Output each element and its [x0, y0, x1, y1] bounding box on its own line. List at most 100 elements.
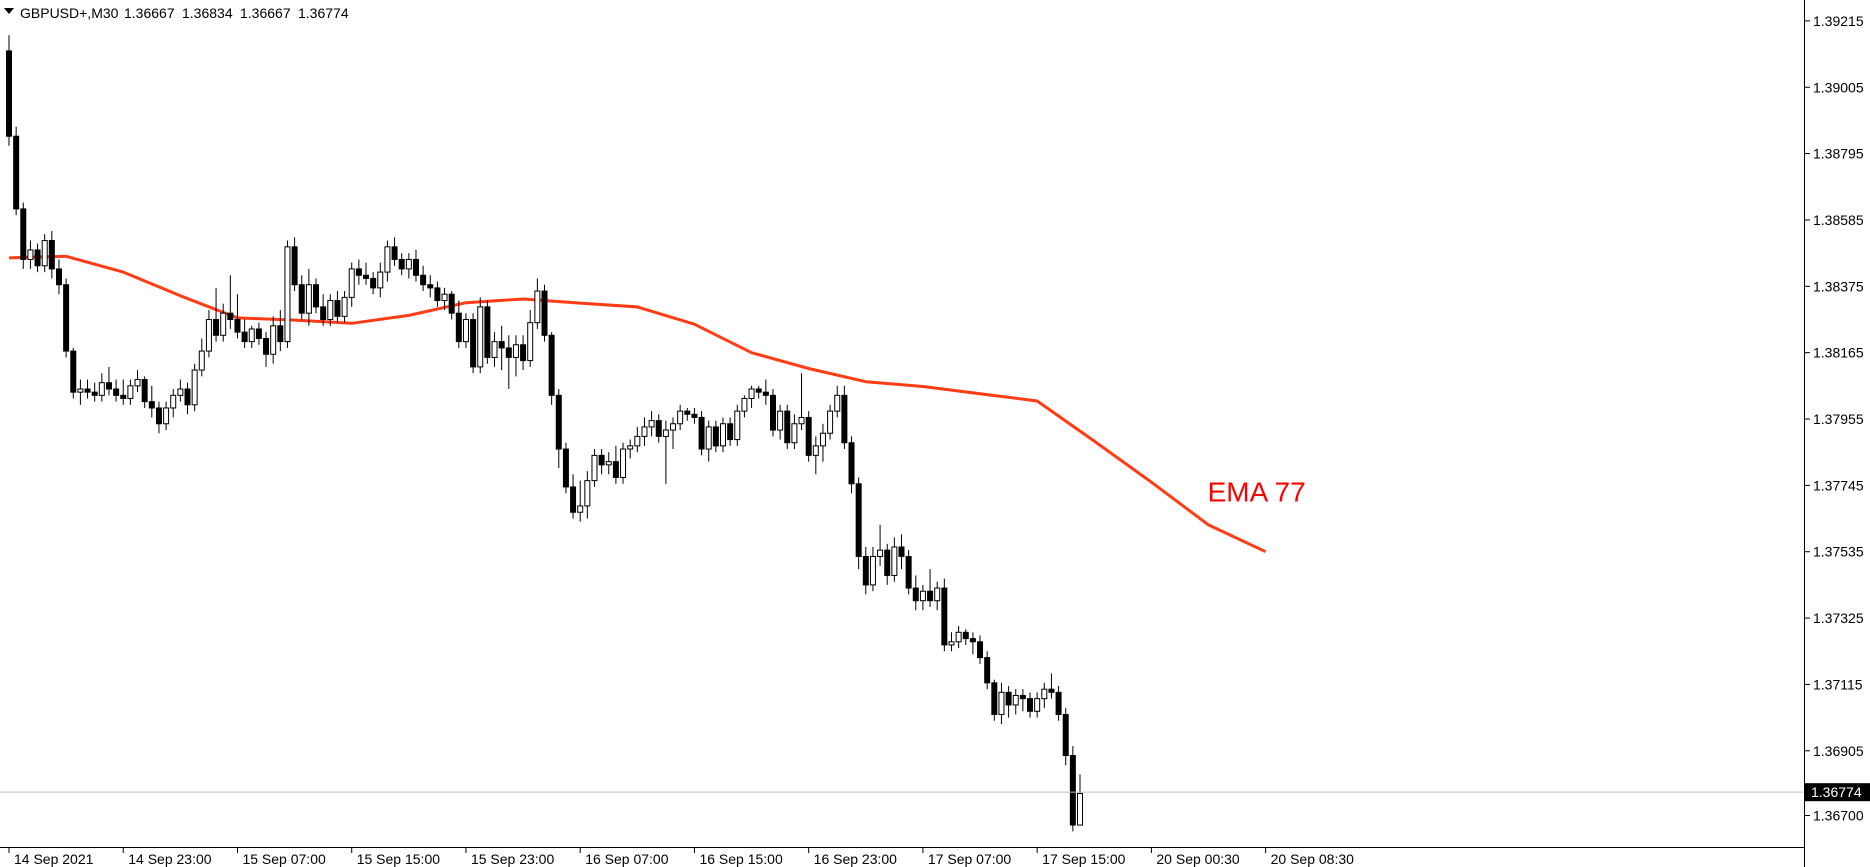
bull-candle-body [1077, 792, 1083, 826]
candle [1055, 686, 1062, 721]
bear-candle-body [91, 391, 98, 396]
candle [91, 382, 98, 402]
bear-candle-body [520, 344, 527, 362]
bull-candle-body [734, 410, 741, 441]
bear-candle-body [313, 284, 320, 308]
ema-layer: EMA 77 [8, 254, 1306, 554]
bear-candle-body [363, 274, 369, 279]
candle [191, 363, 198, 412]
time-tick-label: 14 Sep 2021 [14, 851, 94, 867]
candle [1012, 689, 1019, 715]
candle [941, 578, 948, 652]
bear-candle-body [277, 325, 284, 343]
candle [555, 389, 562, 468]
candle [441, 287, 448, 311]
bull-candle-body [205, 318, 212, 352]
bear-candle-body [434, 287, 441, 302]
bear-candle-body [898, 546, 905, 557]
bull-candle-body [605, 461, 612, 466]
time-axis[interactable]: 14 Sep 2021 14 Sep 23:00 15 Sep 07:00 15 Se… [8, 848, 1354, 867]
bull-candle-body [534, 290, 541, 324]
candle [712, 420, 719, 453]
bull-candle-body [948, 641, 955, 646]
price-axis[interactable]: 1.39215 1.39005 1.38795 1.38585 1.38375 1.381… [1805, 13, 1870, 824]
bear-candle-body [55, 268, 62, 286]
time-tick-label: 20 Sep 00:30 [1156, 851, 1240, 867]
candle [270, 316, 277, 364]
bull-candle-body [634, 435, 641, 447]
dropdown-triangle-icon[interactable] [4, 8, 14, 14]
bull-candle-body [127, 385, 134, 399]
bull-candle-body [577, 505, 584, 513]
candle [991, 679, 998, 721]
bull-candle-body [477, 306, 484, 368]
candle [462, 313, 469, 348]
bull-candle-body [812, 445, 819, 456]
candle [591, 449, 598, 487]
bear-candle-body [427, 284, 434, 289]
candle [620, 442, 627, 484]
candle [427, 275, 434, 298]
bear-candle-body [612, 461, 619, 478]
candle [520, 335, 527, 371]
price-tick-label: 1.37325 [1813, 610, 1864, 626]
bear-candle-body [769, 394, 776, 431]
candle [334, 291, 341, 323]
bear-candle-body [241, 331, 248, 343]
candle [677, 404, 684, 431]
candle [1005, 686, 1012, 718]
candle [998, 682, 1005, 724]
bull-candle-body [198, 350, 205, 371]
candle [541, 284, 548, 342]
bear-candle-body [991, 682, 998, 715]
ema-77-label: EMA 77 [1208, 477, 1306, 508]
bear-candle-body [855, 483, 862, 557]
candle [1069, 746, 1076, 832]
candle [691, 407, 698, 424]
bear-candle-body [912, 587, 919, 602]
chart-header: GBPUSD+,M30 1.36667 1.36834 1.36667 1.36… [4, 5, 349, 21]
bull-candle-body [270, 325, 277, 355]
bear-candle-body [455, 312, 462, 343]
price-tick-label: 1.37115 [1813, 676, 1863, 692]
bull-candle-body [627, 445, 634, 450]
candle [320, 294, 327, 326]
candle [1019, 689, 1026, 712]
price-tick-label: 1.38795 [1813, 146, 1864, 162]
candle [327, 294, 334, 326]
candle [291, 237, 298, 292]
candle [655, 414, 662, 443]
bear-candle-body [762, 391, 769, 396]
candle [548, 332, 555, 405]
bear-candle-body [34, 249, 41, 267]
candle [1041, 682, 1048, 709]
bull-candle-body [441, 293, 448, 302]
candle [398, 253, 405, 276]
candle [698, 411, 705, 456]
candle [105, 366, 112, 396]
bull-candle-body [877, 549, 884, 557]
bull-candle-body [1012, 694, 1019, 706]
candle [962, 629, 969, 645]
candle [584, 471, 591, 519]
bear-candle-body [370, 277, 377, 289]
bear-candle-body [320, 306, 327, 320]
candle [163, 401, 170, 431]
bull-candle-body [720, 423, 726, 447]
bear-candle-body [227, 312, 234, 320]
bear-candle-body [848, 442, 855, 485]
candle [955, 625, 962, 649]
candle [1077, 774, 1083, 826]
bull-candle-body [462, 318, 469, 343]
candle [605, 452, 612, 475]
bear-candle-body [977, 641, 984, 659]
candle [448, 291, 455, 320]
bear-candle-body [727, 423, 734, 441]
candle [141, 376, 148, 408]
bear-candle-body [70, 350, 77, 393]
bear-candle-body [391, 246, 398, 260]
candle [363, 262, 369, 285]
candle [1027, 692, 1034, 718]
bear-candle-body [962, 631, 969, 640]
